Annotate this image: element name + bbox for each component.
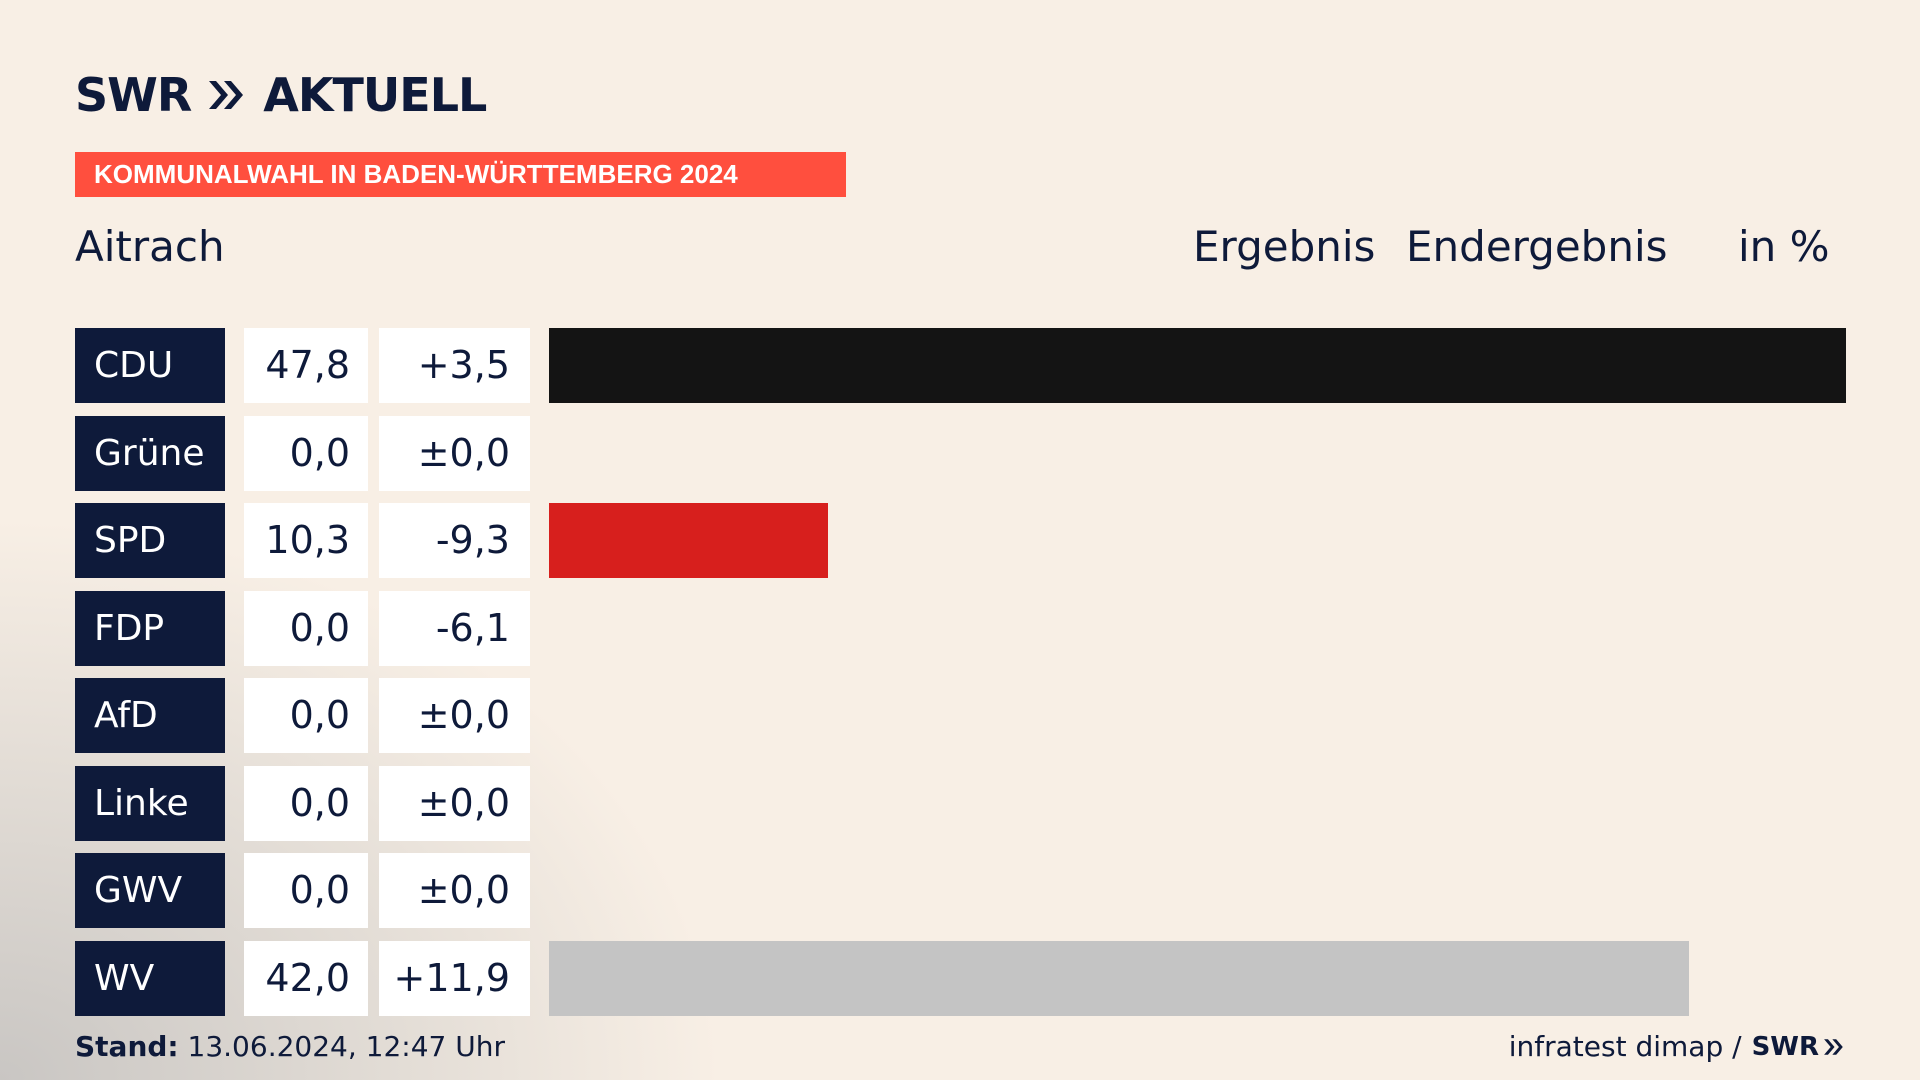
value-label: 0,0 bbox=[244, 415, 368, 491]
swr-aktuell-logo: SWR AKTUELL bbox=[75, 68, 487, 122]
place-title: Aitrach bbox=[75, 222, 225, 271]
party-label: Grüne bbox=[75, 415, 225, 491]
logo-swr-text: SWR bbox=[75, 68, 192, 122]
party-label: GWV bbox=[75, 853, 225, 928]
logo-aktuell-text: AKTUELL bbox=[263, 68, 487, 122]
column-header-unit: in % bbox=[1738, 222, 1830, 271]
diff-label: ±0,0 bbox=[379, 415, 530, 491]
diff-label: +3,5 bbox=[379, 328, 530, 403]
column-header-ergebnis: Ergebnis bbox=[1193, 222, 1376, 271]
value-label: 47,8 bbox=[244, 328, 368, 403]
result-bar bbox=[549, 940, 1689, 1016]
result-bar bbox=[549, 328, 1846, 403]
party-label: CDU bbox=[75, 328, 225, 403]
value-label: 0,0 bbox=[244, 678, 368, 753]
value-label: 42,0 bbox=[244, 940, 368, 1016]
value-label: 0,0 bbox=[244, 590, 368, 666]
party-label: SPD bbox=[75, 503, 225, 578]
value-label: 10,3 bbox=[244, 503, 368, 578]
party-label: AfD bbox=[75, 678, 225, 753]
footer-stand: Stand: 13.06.2024, 12:47 Uhr bbox=[75, 1030, 505, 1063]
value-label: 0,0 bbox=[244, 765, 368, 841]
value-label: 0,0 bbox=[244, 853, 368, 928]
diff-label: ±0,0 bbox=[379, 853, 530, 928]
stand-label: Stand: bbox=[75, 1030, 179, 1063]
double-chevron-icon bbox=[209, 81, 244, 109]
column-header-endergebnis: Endergebnis bbox=[1406, 222, 1668, 271]
stand-value: 13.06.2024, 12:47 Uhr bbox=[187, 1030, 505, 1063]
election-banner: KOMMUNALWAHL IN BADEN-WÜRTTEMBERG 2024 bbox=[75, 152, 846, 197]
diff-label: -6,1 bbox=[379, 590, 530, 666]
source-text: infratest dimap / bbox=[1508, 1030, 1742, 1063]
result-bar bbox=[549, 503, 829, 578]
footer-source: infratest dimap / SWR bbox=[1509, 1030, 1845, 1063]
party-label: FDP bbox=[75, 590, 225, 666]
swr-mini-logo: SWR bbox=[1752, 1032, 1845, 1062]
mini-logo-text: SWR bbox=[1751, 1031, 1819, 1062]
diff-label: +11,9 bbox=[379, 940, 530, 1016]
party-label: WV bbox=[75, 940, 225, 1016]
diff-label: ±0,0 bbox=[379, 678, 530, 753]
double-chevron-icon bbox=[1824, 1038, 1843, 1055]
diff-label: ±0,0 bbox=[379, 765, 530, 841]
party-label: Linke bbox=[75, 765, 225, 841]
diff-label: -9,3 bbox=[379, 503, 530, 578]
